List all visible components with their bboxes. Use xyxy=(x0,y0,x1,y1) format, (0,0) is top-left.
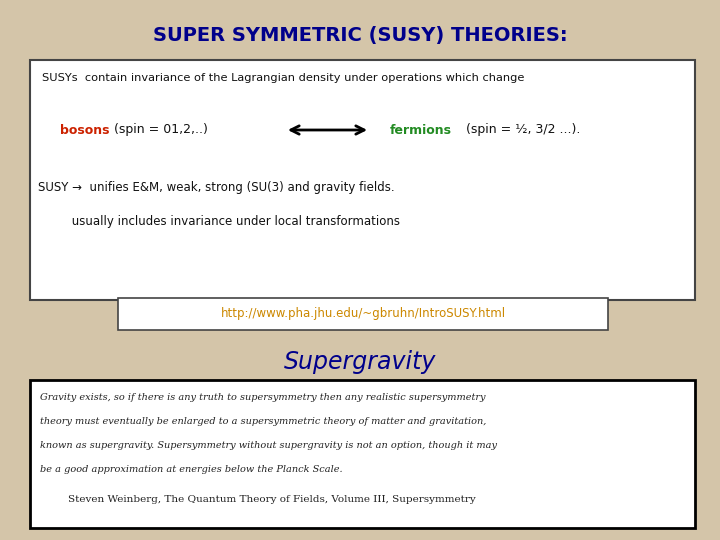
Text: theory must eventually be enlarged to a supersymmetric theory of matter and grav: theory must eventually be enlarged to a … xyxy=(40,417,487,427)
Text: http://www.pha.jhu.edu/~gbruhn/IntroSUSY.html: http://www.pha.jhu.edu/~gbruhn/IntroSUSY… xyxy=(220,307,505,321)
Text: Steven Weinberg, The Quantum Theory of Fields, Volume III, Supersymmetry: Steven Weinberg, The Quantum Theory of F… xyxy=(55,496,476,504)
Text: bosons: bosons xyxy=(60,124,109,137)
Text: be a good approximation at energies below the Planck Scale.: be a good approximation at energies belo… xyxy=(40,465,343,475)
Text: fermions: fermions xyxy=(390,124,452,137)
Text: SUSY →  unifies E&M, weak, strong (SU(3) and gravity fields.: SUSY → unifies E&M, weak, strong (SU(3) … xyxy=(38,181,395,194)
Bar xyxy=(118,298,608,330)
Text: SUSYs  contain invariance of the Lagrangian density under operations which chang: SUSYs contain invariance of the Lagrangi… xyxy=(42,73,524,83)
Text: SUPER SYMMETRIC (SUSY) THEORIES:: SUPER SYMMETRIC (SUSY) THEORIES: xyxy=(153,25,567,44)
Bar xyxy=(30,60,695,300)
Text: known as supergravity. Supersymmetry without supergravity is not an option, thou: known as supergravity. Supersymmetry wit… xyxy=(40,442,497,450)
Text: (spin = 01,2,..): (spin = 01,2,..) xyxy=(110,124,208,137)
Text: (spin = ½, 3/2 ...).: (spin = ½, 3/2 ...). xyxy=(462,124,580,137)
Text: usually includes invariance under local transformations: usually includes invariance under local … xyxy=(38,215,400,228)
Text: Gravity exists, so if there is any truth to supersymmetry then any realistic sup: Gravity exists, so if there is any truth… xyxy=(40,394,485,402)
Text: Supergravity: Supergravity xyxy=(284,350,436,374)
Bar xyxy=(30,380,695,528)
